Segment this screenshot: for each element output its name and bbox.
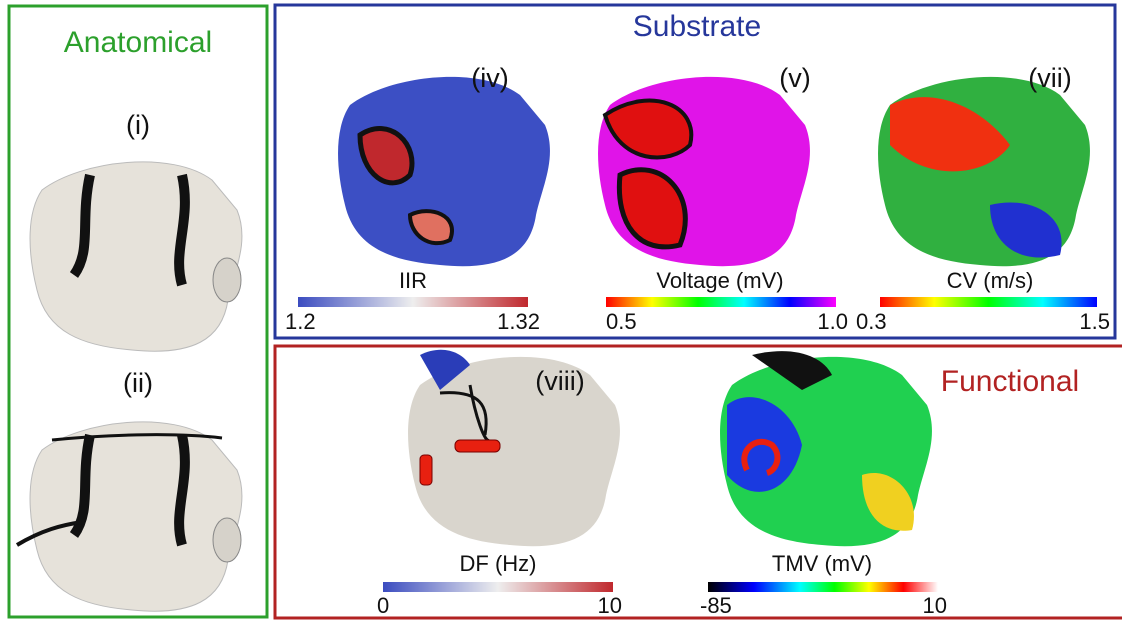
page: {"panels": { "anatomical": {"title": "An… (0, 0, 1122, 626)
df-map (408, 350, 620, 546)
colorbar (383, 582, 613, 592)
map-label: (iv) (471, 63, 508, 93)
atrium-surface (30, 422, 242, 611)
map-region (420, 455, 432, 485)
colorbar-min: 0.3 (856, 309, 887, 334)
substrate-title: Substrate (633, 10, 761, 43)
colorbar-max: 10 (923, 593, 947, 618)
vein (213, 258, 241, 302)
map-label: (viii) (535, 366, 584, 396)
colorbar-min: 0.5 (606, 309, 637, 334)
figure: Anatomical Substrate Functional (i) (ii)… (0, 0, 1122, 621)
colorbar-title: IIR (399, 268, 427, 293)
vein (213, 518, 241, 562)
colorbar (298, 297, 528, 307)
colorbar (880, 297, 1097, 307)
colorbar-max: 1.0 (817, 309, 848, 334)
map-region (455, 440, 500, 452)
voltage-map (598, 77, 810, 266)
colorbar-max: 10 (598, 593, 622, 618)
atrium-model (30, 162, 242, 351)
map-label: (v) (779, 63, 810, 93)
colorbar-title: Voltage (mV) (656, 268, 783, 293)
colorbar-min: 1.2 (285, 309, 316, 334)
colorbar (606, 297, 836, 307)
colorbar (708, 582, 938, 592)
map-label: (vii) (1028, 63, 1071, 93)
iir-map (338, 77, 550, 266)
ablation-line (179, 435, 185, 545)
colorbar-title: TMV (mV) (772, 551, 872, 576)
colorbar-min: -85 (700, 593, 732, 618)
view-label: (ii) (123, 368, 153, 398)
tmv-map (720, 351, 932, 546)
atrium-model (17, 422, 242, 611)
colorbar-title: DF (Hz) (460, 551, 537, 576)
functional-title: Functional (941, 365, 1079, 398)
colorbar-max: 1.32 (497, 309, 540, 334)
anatomical-title: Anatomical (64, 26, 212, 59)
view-label: (i) (126, 110, 150, 140)
colorbar-max: 1.5 (1079, 309, 1110, 334)
colorbar-title: CV (m/s) (947, 268, 1034, 293)
atrium-surface (30, 162, 242, 351)
colorbar-min: 0 (377, 593, 389, 618)
ablation-line (179, 175, 185, 285)
cv-map (878, 77, 1090, 266)
